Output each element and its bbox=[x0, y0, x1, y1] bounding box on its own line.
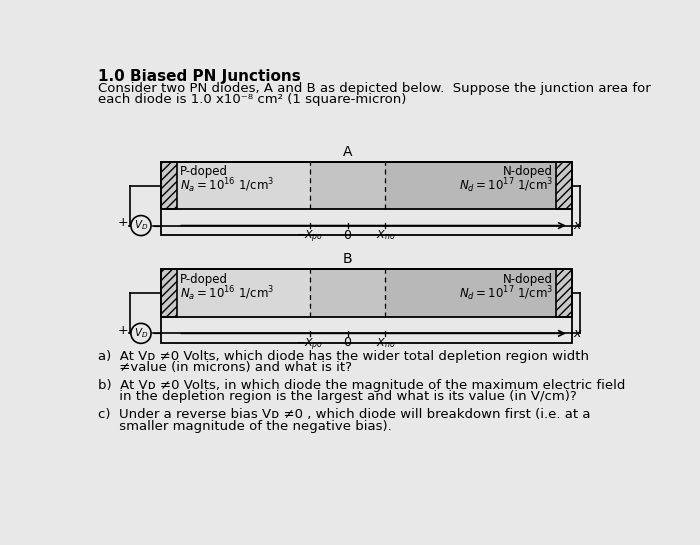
Text: 0: 0 bbox=[344, 229, 351, 241]
Text: b)  At Vᴅ ≠0 Volts, in which diode the magnitude of the maximum electric field: b) At Vᴅ ≠0 Volts, in which diode the ma… bbox=[98, 379, 626, 392]
Text: $X_{no}$: $X_{no}$ bbox=[376, 336, 396, 350]
Text: N-doped: N-doped bbox=[503, 166, 553, 179]
Bar bbox=[161, 162, 176, 209]
Bar bbox=[386, 269, 556, 317]
Text: $V_D$: $V_D$ bbox=[134, 219, 148, 233]
Text: ≠value (in microns) and what is it?: ≠value (in microns) and what is it? bbox=[98, 361, 352, 374]
Bar bbox=[309, 269, 386, 317]
Bar bbox=[386, 162, 556, 209]
Text: in the depletion region is the largest and what is its value (in V/cm)?: in the depletion region is the largest a… bbox=[98, 390, 577, 403]
Text: B: B bbox=[343, 252, 352, 267]
Text: P-doped: P-doped bbox=[180, 273, 228, 286]
Text: +: + bbox=[118, 216, 129, 229]
Circle shape bbox=[131, 323, 151, 343]
Bar bbox=[556, 162, 572, 209]
Text: $-X_{po}$: $-X_{po}$ bbox=[295, 336, 323, 353]
Text: −: − bbox=[153, 221, 163, 234]
Text: $N_d = 10^{17}$ 1/cm$^3$: $N_d = 10^{17}$ 1/cm$^3$ bbox=[459, 284, 553, 303]
Text: smaller magnitude of the negative bias).: smaller magnitude of the negative bias). bbox=[98, 420, 392, 433]
Bar bbox=[161, 269, 572, 343]
Bar bbox=[161, 162, 572, 235]
Text: $N_d = 10^{17}$ 1/cm$^3$: $N_d = 10^{17}$ 1/cm$^3$ bbox=[459, 176, 553, 195]
Text: c)  Under a reverse bias Vᴅ ≠0 , which diode will breakdown first (i.e. at a: c) Under a reverse bias Vᴅ ≠0 , which di… bbox=[98, 408, 591, 421]
Text: A: A bbox=[343, 144, 352, 159]
Bar bbox=[556, 269, 572, 317]
Text: $X_{no}$: $X_{no}$ bbox=[376, 229, 396, 243]
Text: x: x bbox=[573, 219, 581, 232]
Text: $N_a = 10^{16}$ 1/cm$^3$: $N_a = 10^{16}$ 1/cm$^3$ bbox=[180, 284, 274, 303]
Bar bbox=[176, 162, 309, 209]
Text: Consider two PN diodes, A and B as depicted below.  Suppose the junction area fo: Consider two PN diodes, A and B as depic… bbox=[98, 82, 651, 95]
Text: $N_a = 10^{16}$ 1/cm$^3$: $N_a = 10^{16}$ 1/cm$^3$ bbox=[180, 176, 274, 195]
Text: N-doped: N-doped bbox=[503, 273, 553, 286]
Circle shape bbox=[131, 216, 151, 235]
Text: $-X_{po}$: $-X_{po}$ bbox=[295, 229, 323, 245]
Bar bbox=[161, 269, 176, 317]
Text: 0: 0 bbox=[344, 336, 351, 349]
Bar bbox=[176, 269, 309, 317]
Text: $V_D$: $V_D$ bbox=[134, 326, 148, 340]
Text: −: − bbox=[153, 329, 163, 341]
Text: a)  At Vᴅ ≠0 Volts, which diode has the wider total depletion region width: a) At Vᴅ ≠0 Volts, which diode has the w… bbox=[98, 349, 589, 362]
Text: x: x bbox=[573, 327, 581, 340]
Text: +: + bbox=[118, 324, 129, 337]
Text: P-doped: P-doped bbox=[180, 166, 228, 179]
Bar bbox=[309, 162, 386, 209]
Bar bbox=[161, 269, 572, 317]
Text: 1.0 Biased PN Junctions: 1.0 Biased PN Junctions bbox=[98, 69, 301, 84]
Bar bbox=[161, 162, 572, 209]
Text: each diode is 1.0 x10⁻⁸ cm² (1 square-micron): each diode is 1.0 x10⁻⁸ cm² (1 square-mi… bbox=[98, 93, 407, 106]
